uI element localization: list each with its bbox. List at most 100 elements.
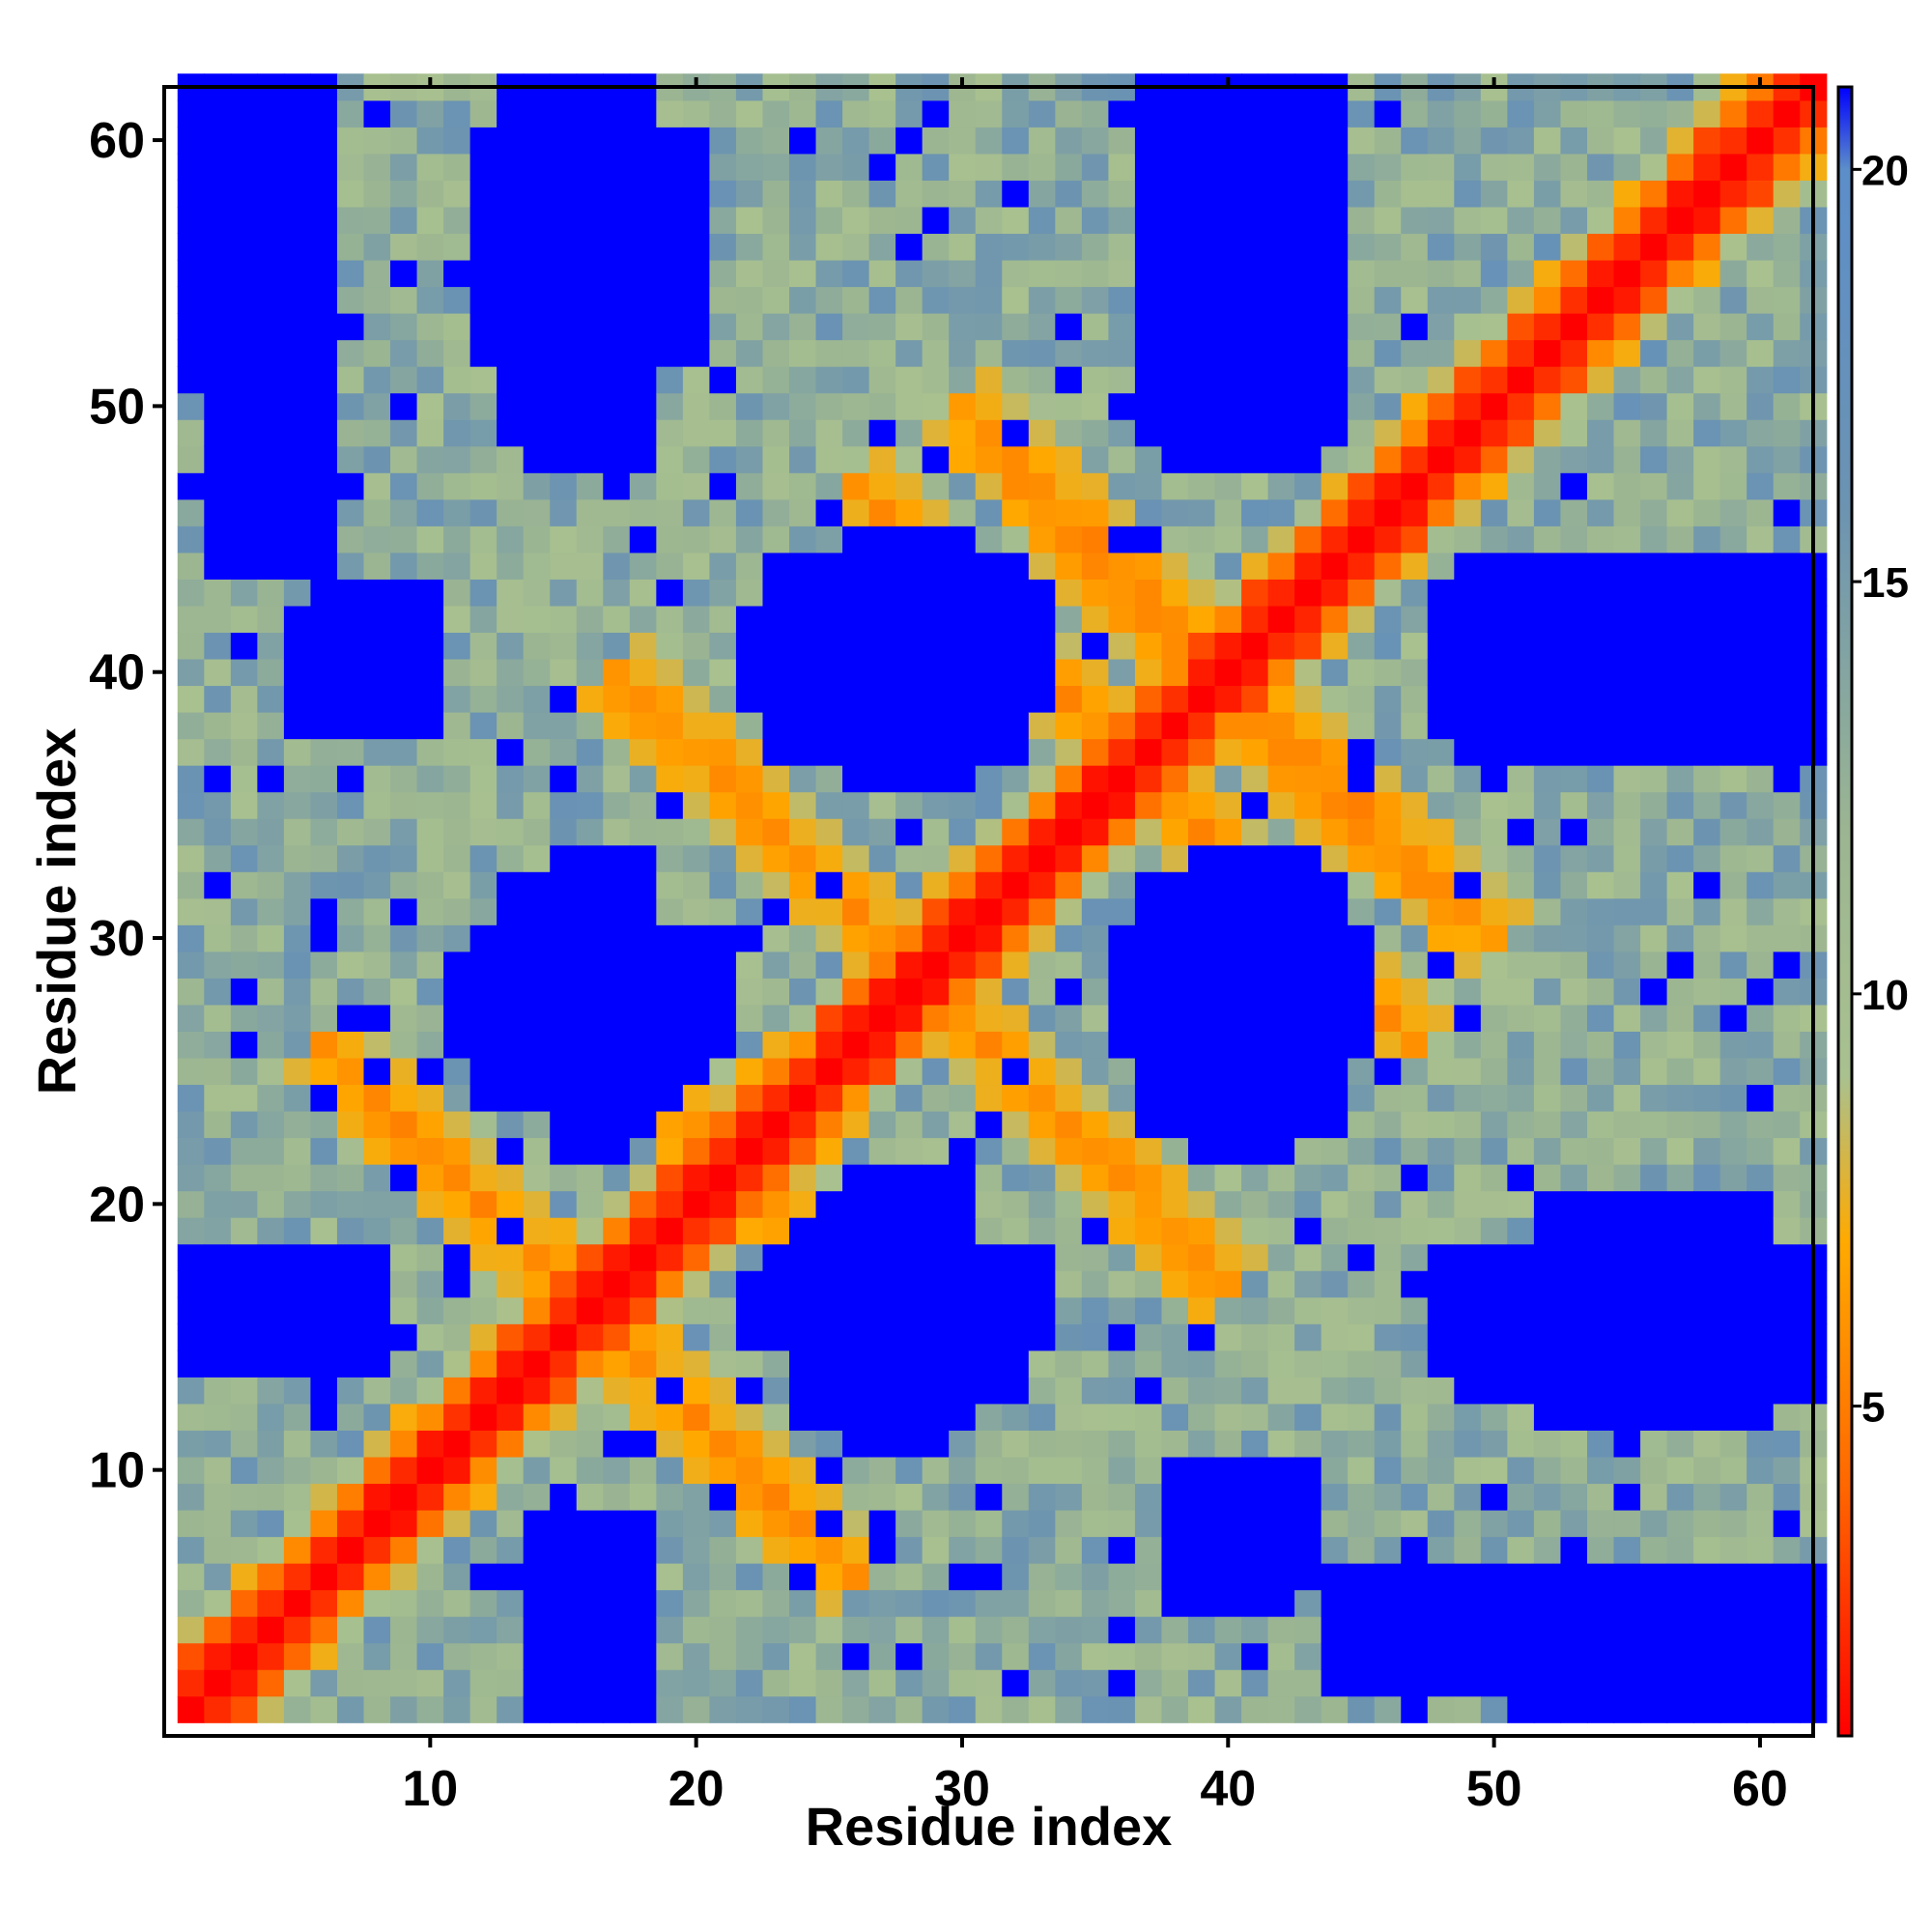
heatmap-cell [1321,472,1349,500]
heatmap-cell [1028,1403,1056,1431]
heatmap-cell [1134,632,1163,660]
heatmap-cell [336,286,365,314]
heatmap-cell [1002,1164,1030,1192]
heatmap-cell [1161,579,1189,607]
heatmap-cell [1161,871,1189,899]
heatmap-cell [868,791,896,819]
heatmap-cell [1613,605,1641,634]
heatmap-cell [1454,419,1482,447]
heatmap-cell [949,844,977,872]
heatmap-cell [1719,871,1747,899]
heatmap-cell [1267,1483,1295,1511]
heatmap-cell [257,339,285,367]
heatmap-cell [1773,233,1801,261]
heatmap-cell [868,1217,896,1245]
heatmap-cell [390,871,418,899]
heatmap-cell [1454,1536,1482,1564]
heatmap-cell [1480,392,1508,420]
heatmap-cell [1507,632,1535,660]
heatmap-cell [603,738,631,766]
heatmap-cell [1028,871,1056,899]
heatmap-cell [1214,605,1242,634]
heatmap-cell [762,339,790,367]
heatmap-cell [656,1323,684,1351]
heatmap-cell [550,1377,578,1405]
heatmap-cell [497,1430,525,1458]
heatmap-cell [1002,791,1030,819]
heatmap-cell [1294,313,1322,341]
heatmap-cell [603,313,631,341]
heatmap-cell [1081,1483,1109,1511]
heatmap-cell [709,978,737,1006]
heatmap-cell [416,472,444,500]
heatmap-cell [177,392,205,420]
heatmap-cell [1560,99,1588,128]
heatmap-cell [895,419,923,447]
heatmap-cell [177,1110,205,1139]
heatmap-cell [1613,206,1641,235]
heatmap-cell [868,605,896,634]
heatmap-cell [629,1589,657,1617]
heatmap-cell [762,765,790,793]
heatmap-cell [1747,897,1775,925]
heatmap-cell [576,605,604,634]
heatmap-cell [735,1084,764,1112]
heatmap-cell [682,1483,711,1511]
heatmap-cell [1055,286,1083,314]
heatmap-cell [177,1217,205,1245]
heatmap-cell [1747,1057,1775,1086]
heatmap-cell [257,1217,285,1245]
heatmap-cell [1693,1509,1721,1538]
heatmap-cell [1693,259,1721,288]
heatmap-cell [283,472,312,500]
heatmap-cell [1321,1403,1349,1431]
heatmap-cell [390,844,418,872]
heatmap-cell [709,180,737,208]
heatmap-cell [1294,1190,1322,1218]
heatmap-cell [735,844,764,872]
heatmap-cell [975,1563,1003,1591]
heatmap-cell [735,313,764,341]
heatmap-cell [283,1004,312,1032]
heatmap-cell [1002,1190,1030,1218]
heatmap-cell [629,1509,657,1538]
heatmap-cell [868,1563,896,1591]
heatmap-cell [469,1164,497,1192]
heatmap-cell [390,1350,418,1378]
heatmap-cell [603,1616,631,1644]
heatmap-cell [842,1004,870,1032]
heatmap-cell [1666,632,1694,660]
heatmap-cell [1454,1057,1482,1086]
heatmap-cell [1533,127,1562,155]
heatmap-cell [1586,1642,1615,1670]
heatmap-cell [949,498,977,526]
heatmap-cell [1666,1456,1694,1485]
heatmap-cell [1267,818,1295,846]
heatmap-cell [682,712,711,740]
heatmap-cell [1241,445,1269,473]
heatmap-cell [1134,765,1163,793]
heatmap-cell [230,712,258,740]
heatmap-cell [1480,366,1508,394]
heatmap-cell [603,286,631,314]
heatmap-cell [1427,552,1455,580]
heatmap-cell [416,658,444,687]
heatmap-cell [336,1616,365,1644]
heatmap-cell [922,1377,950,1405]
heatmap-cell [310,1456,338,1485]
heatmap-cell [868,658,896,687]
heatmap-cell [1480,313,1508,341]
heatmap-cell [868,526,896,554]
heatmap-cell [1081,526,1109,554]
heatmap-cell [1666,392,1694,420]
heatmap-cell [1134,233,1163,261]
heatmap-cell [310,1084,338,1112]
heatmap-cell [1028,526,1056,554]
heatmap-cell [1081,685,1109,713]
heatmap-cell [842,1483,870,1511]
heatmap-cell [1108,1057,1136,1086]
heatmap-cell [1081,552,1109,580]
heatmap-cell [336,579,365,607]
colorbar [1836,85,1854,1738]
heatmap-cell [1427,1350,1455,1378]
